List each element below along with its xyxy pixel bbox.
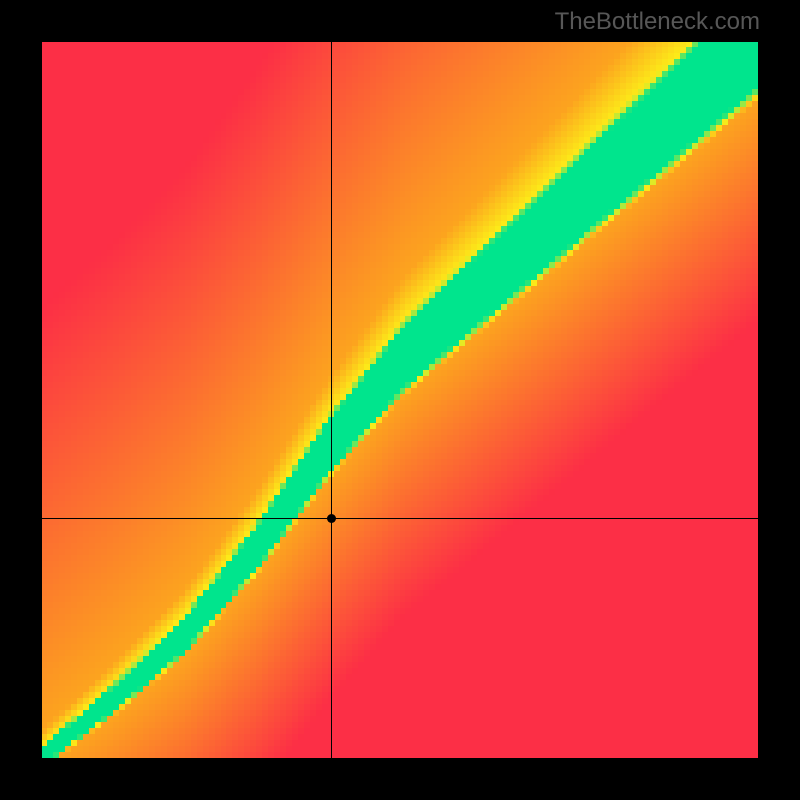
watermark-text: TheBottleneck.com <box>555 8 760 36</box>
crosshair-horizontal <box>42 518 758 519</box>
crosshair-vertical <box>331 42 332 758</box>
bottleneck-heatmap <box>42 42 758 758</box>
